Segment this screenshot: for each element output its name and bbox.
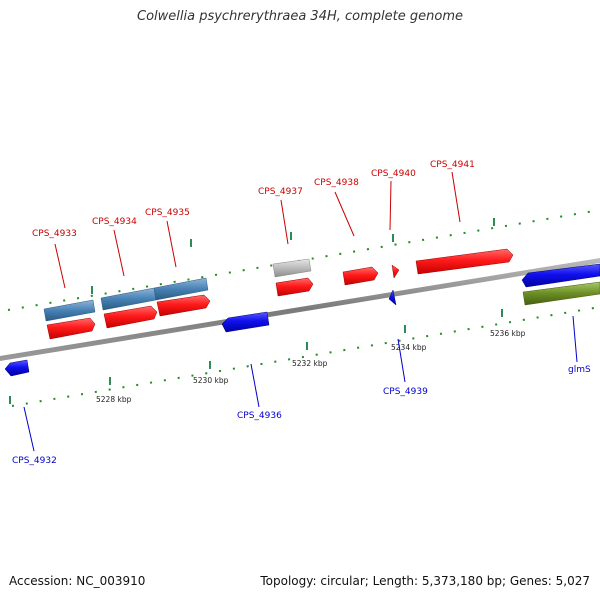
reverse-genes — [4, 263, 600, 377]
label-cps-4939[interactable]: CPS_4939 — [383, 387, 428, 397]
forward-leader-lines — [54, 171, 461, 289]
gene-olive-bar[interactable] — [522, 281, 600, 306]
scale-label-5232: 5232 kbp — [292, 359, 328, 368]
gene-4933-arrow[interactable] — [46, 317, 96, 340]
accession-text: Accession: NC_003910 — [9, 574, 146, 588]
scale-label-5234: 5234 kbp — [391, 343, 427, 352]
label-cps-4941[interactable]: CPS_4941 — [430, 160, 475, 170]
label-cps-4938[interactable]: CPS_4938 — [314, 178, 359, 188]
forward-genes — [46, 248, 514, 340]
label-cps-4934[interactable]: CPS_4934 — [92, 217, 137, 227]
gene-4938-arrow[interactable] — [342, 266, 379, 286]
label-cps-4933[interactable]: CPS_4933 — [32, 229, 77, 239]
forward-gene-labels: CPS_4933 CPS_4934 CPS_4935 CPS_4937 CPS_… — [32, 160, 475, 239]
label-cps-4935[interactable]: CPS_4935 — [145, 208, 190, 218]
gene-4936-arrow[interactable] — [221, 311, 270, 333]
gene-4934-arrow[interactable] — [103, 305, 158, 329]
gene-4935-arrow[interactable] — [156, 294, 211, 317]
gene-4932-arrow[interactable] — [4, 359, 30, 377]
gene-4940-arrow[interactable] — [391, 264, 400, 279]
gene-4941-arrow[interactable] — [415, 248, 514, 275]
gene-4937-upper[interactable] — [272, 258, 312, 278]
label-cps-4936[interactable]: CPS_4936 — [237, 411, 282, 421]
scale-labels: 5228 kbp 5230 kbp 5232 kbp 5234 kbp 5236… — [96, 329, 526, 404]
gene-4937-arrow[interactable] — [275, 277, 314, 297]
reverse-leader-lines — [23, 315, 578, 452]
scale-label-5230: 5230 kbp — [193, 376, 229, 385]
label-cps-4940[interactable]: CPS_4940 — [371, 169, 416, 179]
label-glms[interactable]: glmS — [568, 365, 591, 375]
reverse-gene-labels: CPS_4932 CPS_4936 CPS_4939 glmS — [12, 365, 591, 466]
steel-blue-genes — [43, 258, 312, 322]
genome-backbone — [0, 258, 600, 361]
topology-text: Topology: circular; Length: 5,373,180 bp… — [260, 574, 590, 588]
gene-4935-upper[interactable] — [153, 277, 209, 301]
upper-major-ticks — [91, 218, 495, 294]
label-cps-4937[interactable]: CPS_4937 — [258, 187, 303, 197]
gene-4939-arrow[interactable] — [388, 289, 397, 306]
lower-tick-row — [11, 306, 600, 407]
map-title: Colwellia psychrerythraea 34H, complete … — [137, 9, 463, 24]
gene-glmS-arrow[interactable] — [521, 263, 600, 288]
lower-major-ticks — [9, 309, 503, 404]
label-cps-4932[interactable]: CPS_4932 — [12, 456, 57, 466]
gene-4933-upper[interactable] — [43, 299, 96, 322]
scale-label-5236: 5236 kbp — [490, 329, 526, 338]
scale-label-5228: 5228 kbp — [96, 395, 132, 404]
olive-genes — [522, 281, 600, 306]
